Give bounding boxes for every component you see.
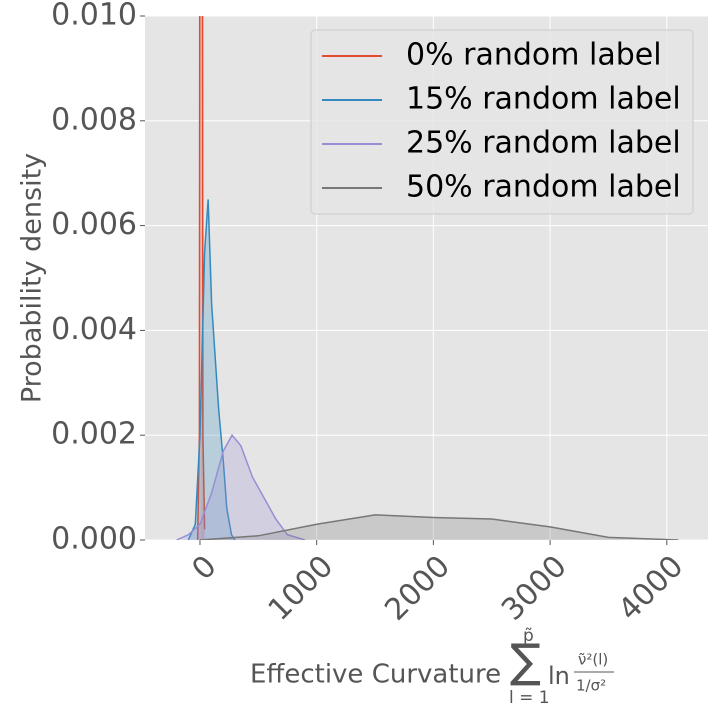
x-label-sum-bottom: l = 1 [509, 688, 550, 708]
x-label-sum: ∑ [510, 634, 541, 688]
y-axis-label: Probability density [17, 153, 48, 403]
y-tick-label: 0.008 [51, 102, 137, 137]
legend-box [310, 29, 694, 215]
x-tick-label: 0 [185, 549, 223, 587]
legend-label: 25% random label [406, 126, 681, 161]
y-tick-label: 0.010 [51, 0, 137, 33]
x-tick-label: 4000 [612, 549, 691, 628]
density-line [187, 199, 236, 540]
density-area [176, 435, 306, 540]
y-tick-label: 0.000 [51, 522, 137, 557]
x-tick-label: 3000 [495, 549, 574, 628]
x-label-operator: ln [548, 662, 570, 690]
y-tick-label: 0.006 [51, 207, 137, 242]
y-tick-label: 0.004 [51, 312, 137, 347]
y-tick-label: 0.002 [51, 417, 137, 452]
x-axis-label: Effective Curvature [250, 660, 501, 690]
density-line [176, 433, 306, 540]
x-label-numerator: ν̃²(l) [578, 651, 608, 669]
x-tick-label: 2000 [378, 549, 457, 628]
legend-label: 15% random label [406, 82, 681, 117]
density-area [197, 16, 205, 540]
x-tick-label: 1000 [262, 549, 341, 628]
legend-label: 50% random label [406, 170, 681, 205]
density-area [188, 199, 235, 540]
density-area [199, 514, 679, 540]
density-line [199, 514, 679, 540]
x-label-denominator: 1/σ² [576, 677, 606, 695]
x-label-sum-top: p̃ [523, 626, 534, 646]
legend-label: 0% random label [406, 38, 662, 73]
